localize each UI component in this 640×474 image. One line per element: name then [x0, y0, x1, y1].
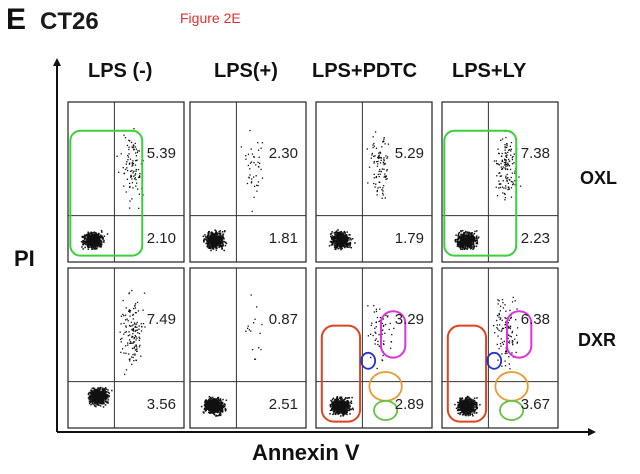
- lower-right-percent: 2.51: [269, 396, 298, 413]
- lower-right-percent: 1.81: [269, 230, 298, 247]
- panel-frame: [67, 267, 185, 429]
- upper-right-percent: 3.29: [395, 311, 424, 328]
- dot-cloud: [454, 296, 519, 417]
- light-green-gate: [499, 399, 525, 421]
- upper-right-percent: 6.38: [521, 311, 550, 328]
- light-green-gate: [373, 399, 399, 421]
- panel-letter: E: [6, 3, 27, 36]
- lower-right-percent: 1.79: [395, 230, 424, 247]
- dot-cloud: [328, 131, 390, 251]
- flow-panel: 2.30 1.81: [189, 101, 307, 263]
- column-label-lps-pdtc: LPS+PDTC: [312, 60, 418, 82]
- magenta-gate: [505, 310, 533, 359]
- red-gate: [446, 324, 488, 423]
- dot-cloud: [80, 128, 144, 250]
- dot-cloud: [87, 289, 146, 408]
- panel-frame: [441, 101, 559, 263]
- dot-cloud: [454, 130, 522, 251]
- x-axis-label: Annexin V: [252, 440, 360, 465]
- dot-cloud: [200, 294, 263, 417]
- figure-reference: Figure 2E: [180, 10, 241, 26]
- upper-right-percent: 7.38: [521, 145, 550, 162]
- column-label-lps-ly: LPS+LY: [452, 60, 527, 82]
- upper-right-percent: 0.87: [269, 311, 298, 328]
- row-label-dxr: DXR: [578, 330, 617, 350]
- red-gate: [320, 324, 362, 423]
- flow-panel: 6.38 3.67: [441, 267, 559, 429]
- row-label-oxl: OXL: [580, 168, 618, 188]
- green-gate: [443, 129, 518, 257]
- flow-panel: 0.87 2.51: [189, 267, 307, 429]
- cell-line-title: CT26: [40, 8, 99, 35]
- flow-panel: 5.29 1.79: [315, 101, 433, 263]
- upper-right-percent: 5.39: [147, 145, 176, 162]
- flow-panel: 7.49 3.56: [67, 267, 185, 429]
- panel-frame: [315, 101, 433, 263]
- upper-right-percent: 7.49: [147, 311, 176, 328]
- dot-cloud: [329, 305, 395, 417]
- blue-gate: [360, 351, 377, 370]
- column-label-lps-pos: LPS(+): [214, 60, 278, 82]
- lower-right-percent: 2.10: [147, 230, 176, 247]
- lower-right-percent: 2.89: [395, 396, 424, 413]
- flow-panel: 3.29 2.89: [315, 267, 433, 429]
- lower-right-percent: 3.67: [521, 396, 550, 413]
- flow-panel: 7.38 2.23: [441, 101, 559, 263]
- lower-right-percent: 2.23: [521, 230, 550, 247]
- magenta-gate: [379, 310, 407, 359]
- y-axis-label: PI: [14, 246, 35, 271]
- green-gate: [69, 129, 144, 257]
- lower-right-percent: 3.56: [147, 396, 176, 413]
- blue-gate: [486, 351, 503, 370]
- dot-cloud: [202, 129, 264, 252]
- upper-right-percent: 5.29: [395, 145, 424, 162]
- flow-panel: 5.39 2.10: [67, 101, 185, 263]
- upper-right-percent: 2.30: [269, 145, 298, 162]
- column-label-lps-neg: LPS (-): [88, 60, 153, 82]
